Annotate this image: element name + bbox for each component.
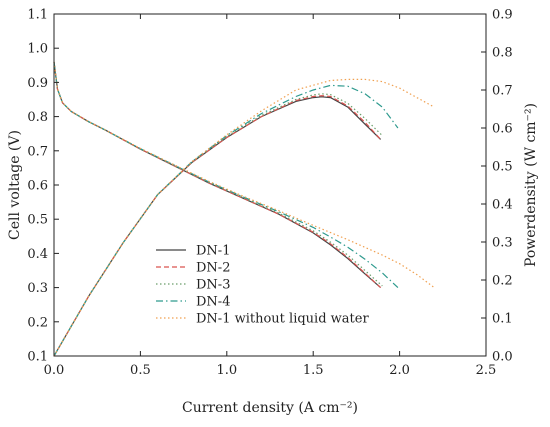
y-axis-label: Cell voltage (V) — [7, 130, 23, 240]
legend-label: DN-1 without liquid water — [196, 312, 369, 327]
plot-frame — [53, 13, 487, 357]
y-tick-label: 1.0 — [27, 42, 48, 57]
x-tick-label: 2.5 — [476, 363, 497, 378]
legend-label: DN-4 — [196, 295, 230, 310]
y2-tick-label: 0.9 — [492, 8, 513, 23]
axis-ticks: 0.0 0.5 1.0 1.5 2.0 2.5 0.1 0.2 0.3 0.4 0.5 0.6 0.7 0… — [27, 8, 512, 379]
x-tick-label: 1.0 — [216, 363, 237, 378]
y2-tick-label: 0.3 — [492, 236, 513, 251]
series-line-power-dn-3 — [53, 93, 383, 357]
y2-tick-label: 0.5 — [492, 160, 513, 175]
series-line-power-dn-1-without-liquid-water — [53, 78, 435, 357]
y-tick-label: 0.3 — [27, 281, 48, 296]
legend-label: DN-3 — [196, 278, 230, 293]
y2-tick-label: 0.7 — [492, 84, 513, 99]
plot-lines — [53, 61, 435, 357]
x-tick-label: 2.0 — [389, 363, 410, 378]
y-tick-label: 0.2 — [27, 315, 48, 330]
series-line-voltage-dn-4 — [53, 61, 399, 289]
x-axis-label: Current density (A cm⁻²) — [182, 400, 358, 416]
y2-tick-label: 0.8 — [492, 46, 513, 61]
y2-tick-label: 0.2 — [492, 274, 513, 289]
legend: DN-1 DN-2 DN-3 DN-4 DN-1 without liquid wate… — [156, 244, 369, 327]
y-tick-label: 0.5 — [27, 213, 48, 228]
y2-tick-label: 0.6 — [492, 122, 513, 137]
series-line-power-dn-1 — [53, 96, 382, 357]
y2-tick-label: 0.0 — [492, 350, 513, 365]
x-tick-label: 0.5 — [130, 363, 151, 378]
y-tick-label: 0.4 — [27, 247, 48, 262]
x-tick-label: 1.5 — [303, 363, 324, 378]
y-tick-label: 0.7 — [27, 144, 48, 159]
y-tick-label: 0.1 — [27, 350, 48, 365]
series-line-voltage-dn-1-without-liquid-water — [53, 61, 435, 289]
y2-axis-label: Powerdensity (W cm⁻²) — [523, 103, 539, 267]
y2-tick-label: 0.4 — [492, 198, 513, 213]
legend-label: DN-2 — [196, 261, 230, 276]
series-line-power-dn-4 — [53, 84, 399, 357]
series-line-power-dn-2 — [53, 95, 382, 357]
legend-label: DN-1 — [196, 244, 230, 259]
y-tick-label: 0.6 — [27, 179, 48, 194]
y2-tick-label: 0.1 — [492, 312, 513, 327]
y-tick-label: 0.8 — [27, 110, 48, 125]
y-tick-label: 1.1 — [27, 8, 48, 23]
y-tick-label: 0.9 — [27, 76, 48, 91]
x-tick-label: 0.0 — [44, 363, 65, 378]
